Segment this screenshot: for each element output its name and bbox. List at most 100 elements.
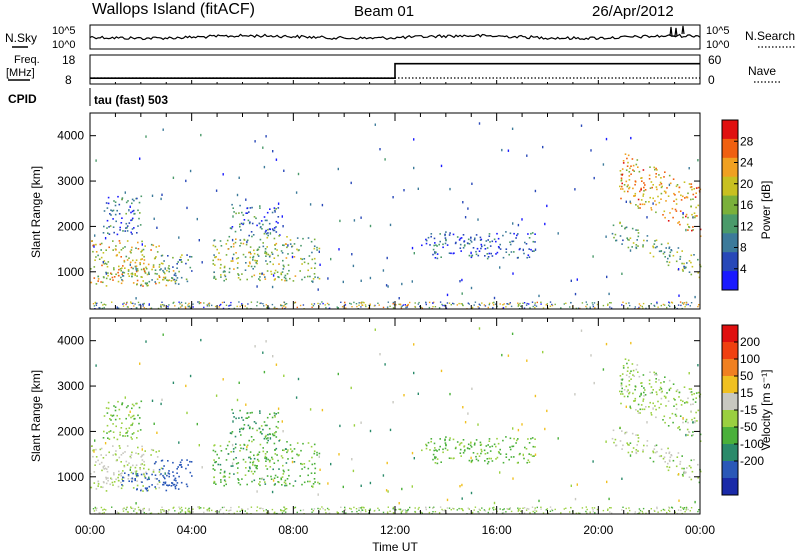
echo-cell [264,219,267,222]
echo-cell [358,302,360,304]
echo-cell [446,244,449,246]
echo-cell [95,159,97,162]
echo-cell [172,484,175,486]
echo-cell [652,460,655,463]
echo-cell [113,231,115,234]
echo-cell [497,246,500,248]
echo-cell [301,258,304,261]
echo-cell [311,456,313,459]
echo-cell [236,267,239,269]
cpid-panel: CPID tau (fast) 503 [8,88,168,107]
echo-cell [167,510,169,513]
echo-cell [409,506,411,509]
echo-cell [268,427,271,430]
echo-cell [235,238,237,240]
echo-cell [673,200,675,202]
echo-cell [462,406,464,409]
echo-cell [660,509,662,512]
echo-cell [680,404,683,406]
echo-cell [291,252,294,254]
echo-cell [444,509,446,511]
echo-cell [624,226,627,229]
echo-cell [252,473,254,475]
echo-cell [126,445,129,447]
echo-cell [373,305,376,307]
echo-cell [127,475,130,477]
echo-cell [223,506,225,508]
echo-cell [650,303,652,305]
echo-cell [271,456,273,459]
echo-cell [237,479,240,481]
echo-cell [118,456,121,459]
echo-cell [301,468,303,470]
echo-cell [259,412,261,414]
echo-cell [489,245,492,247]
echo-cell [108,246,110,249]
echo-cell [156,456,159,458]
echo-cell [495,445,497,448]
echo-cell [405,511,407,514]
echo-cell [246,239,249,242]
echo-cell [585,301,587,303]
echo-cell [460,237,463,239]
echo-cell [160,262,163,265]
echo-cell [236,398,239,402]
echo-cell [111,276,114,279]
echo-cell [319,303,321,305]
echo-cell [162,509,164,511]
echo-cell [534,394,537,398]
echo-cell [224,270,226,273]
echo-cell [213,459,215,461]
echo-cell [674,208,677,211]
echo-cell [664,256,666,258]
echo-cell [512,427,514,430]
echo-cell [461,303,463,305]
echo-cell [637,207,640,209]
echo-cell [405,305,407,307]
echo-cell [629,454,632,457]
echo-cell [336,306,338,308]
echo-cell [698,276,701,279]
echo-cell [273,512,275,514]
echo-cell [534,438,536,440]
echo-cell [605,440,607,443]
echo-cell [400,511,403,513]
echo-cell [569,306,571,308]
echo-cell [265,509,267,511]
echo-cell [220,479,222,481]
echo-cell [271,303,274,306]
echo-cell [692,198,694,200]
echo-cell [629,304,631,307]
echo-cell [421,307,423,309]
echo-cell [131,424,133,426]
echo-cell [141,454,143,457]
echo-cell [425,301,427,303]
echo-cell [655,186,658,188]
echo-cell [131,228,134,230]
echo-cell [112,484,114,486]
echo-cell [213,275,216,278]
echo-cell [126,240,129,242]
echo-cell [126,226,128,229]
echo-cell [321,408,324,412]
echo-cell [113,267,115,269]
echo-cell [686,196,689,199]
echo-cell [245,198,247,201]
echo-cell [137,506,140,509]
echo-cell [208,302,211,304]
echo-cell [654,451,657,454]
echo-cell [232,412,234,414]
colorbar-swatch [722,393,738,411]
echo-cell [131,233,133,235]
echo-cell [325,306,327,309]
echo-cell [662,457,665,460]
echo-cell [172,266,174,268]
echo-cell [449,437,451,439]
echo-cell [486,452,489,454]
echo-cell [261,433,263,435]
echo-cell [266,416,269,419]
echo-cell [278,468,280,470]
echo-cell [689,186,692,189]
echo-cell [242,222,245,225]
echo-cell [476,452,479,455]
